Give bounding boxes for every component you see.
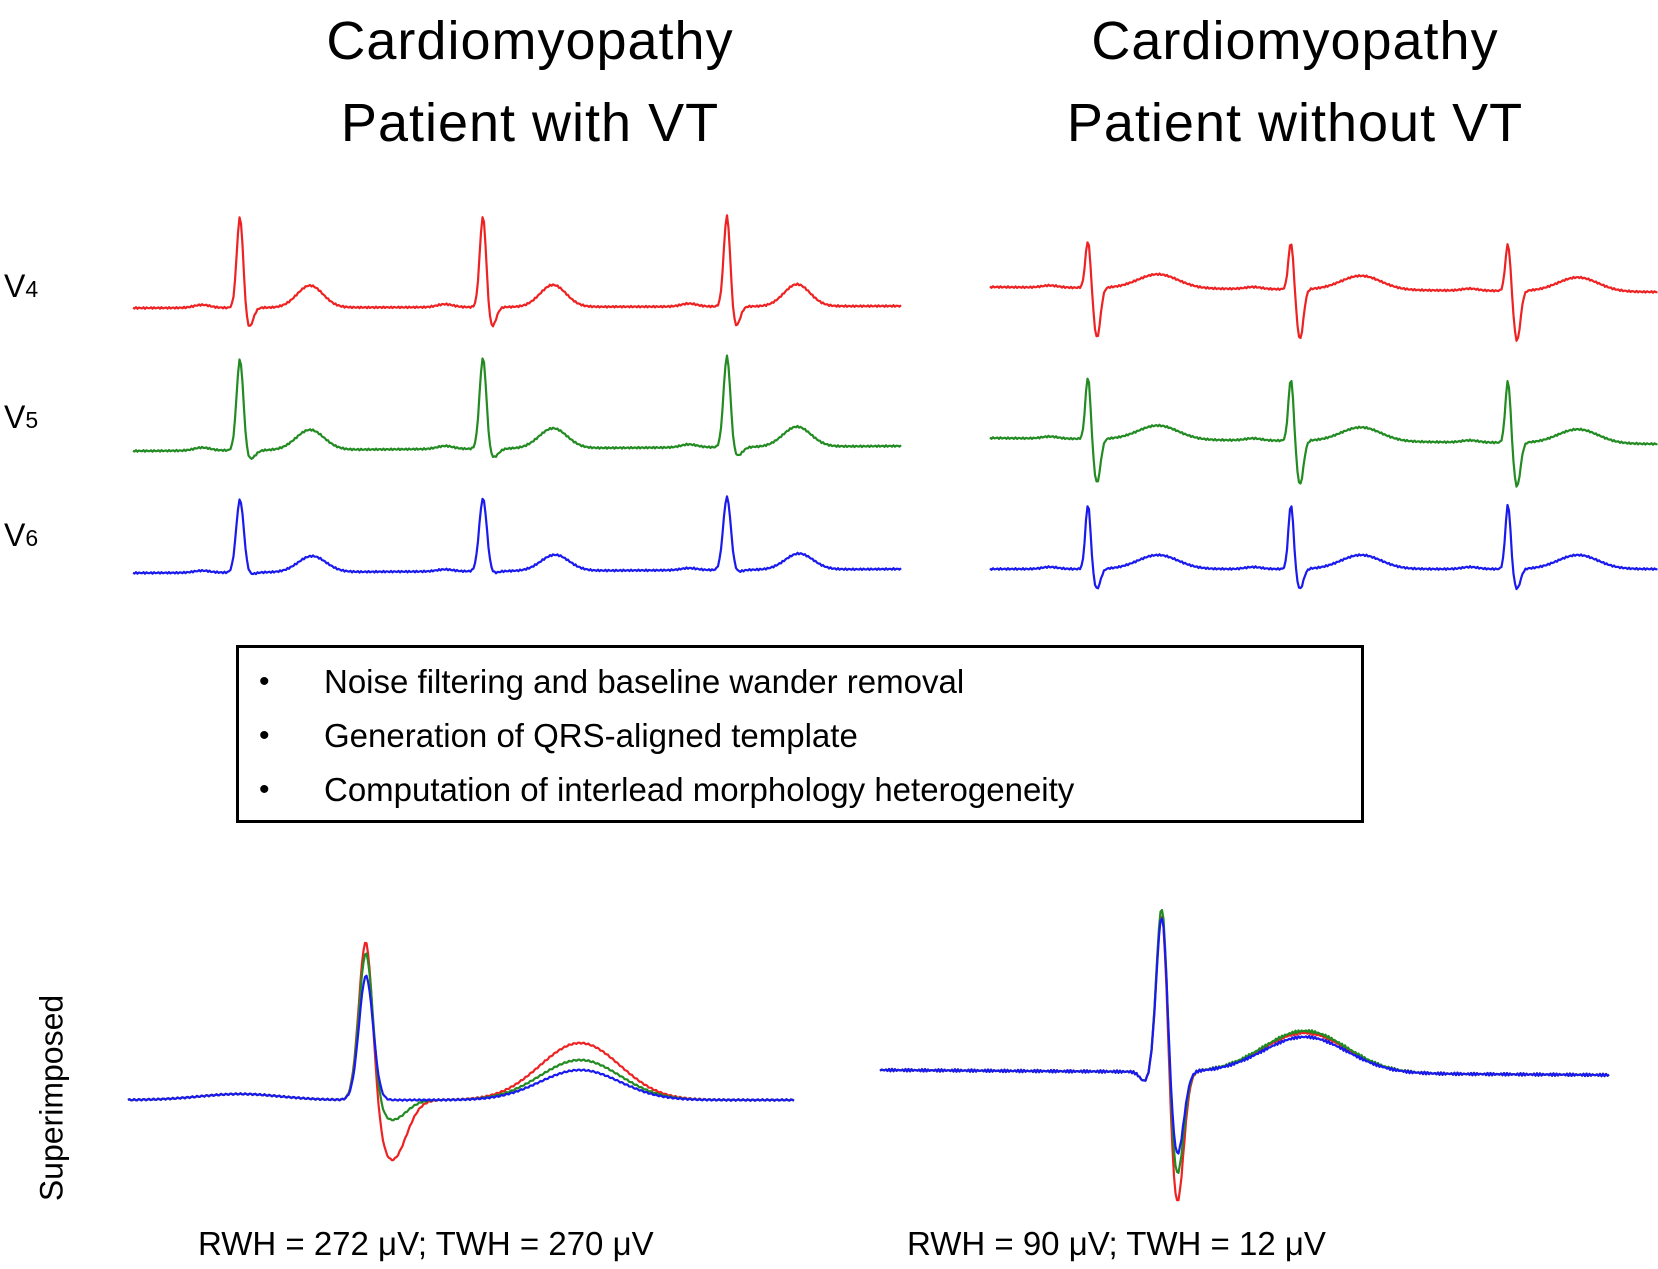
ecg-trace-with-vt-lead-4 bbox=[132, 214, 902, 328]
superimposed-template-without-vt-lead-6 bbox=[879, 917, 1610, 1155]
bullet-marker: • bbox=[259, 719, 270, 752]
lead-label-v4: V4 bbox=[4, 268, 38, 305]
superimposed-axis-label: Superimposed bbox=[33, 994, 70, 1202]
measurement-without-vt: RWH = 90 μV; TWH = 12 μV bbox=[907, 1225, 1326, 1262]
processing-step: • Computation of interlead morphology het… bbox=[239, 768, 1361, 822]
title-without-vt: Cardiomyopathy Patient without VT bbox=[985, 0, 1605, 164]
superimposed-template-with-vt-lead-6 bbox=[127, 974, 795, 1102]
bullet-marker: • bbox=[259, 773, 270, 806]
measurement-with-vt: RWH = 272 μV; TWH = 270 μV bbox=[198, 1225, 654, 1262]
processing-step: • Noise filtering and baseline wander rem… bbox=[239, 660, 1361, 714]
processing-step: • Generation of QRS-aligned template bbox=[239, 714, 1361, 768]
ecg-trace-with-vt-lead-6 bbox=[132, 495, 902, 576]
lead-v6-letter: V bbox=[4, 517, 26, 553]
title-without-vt-line2: Patient without VT bbox=[1066, 93, 1524, 153]
ecg-trace-with-vt-lead-5 bbox=[132, 354, 902, 460]
lead-v5-letter: V bbox=[4, 399, 26, 435]
processing-steps-box: • Noise filtering and baseline wander rem… bbox=[236, 645, 1364, 823]
lead-v5-number: 5 bbox=[25, 407, 39, 433]
ecg-trace-without-vt-lead-5 bbox=[989, 377, 1658, 488]
lead-v6-number: 6 bbox=[25, 525, 39, 551]
superimposed-template-without-vt-lead-5 bbox=[879, 908, 1610, 1174]
ecg-trace-group bbox=[127, 214, 1658, 1202]
lead-v4-letter: V bbox=[4, 268, 26, 304]
bullet-marker: • bbox=[259, 665, 270, 698]
lead-v4-number: 4 bbox=[25, 276, 39, 302]
title-with-vt-line2: Patient with VT bbox=[340, 93, 720, 153]
processing-steps-list: • Noise filtering and baseline wander rem… bbox=[239, 648, 1361, 822]
lead-label-v6: V6 bbox=[4, 517, 38, 554]
processing-step-text: Computation of interlead morphology hete… bbox=[324, 771, 1075, 808]
ecg-trace-without-vt-lead-6 bbox=[989, 503, 1658, 591]
processing-step-text: Noise filtering and baseline wander remo… bbox=[324, 663, 965, 700]
ecg-trace-without-vt-lead-4 bbox=[989, 241, 1658, 342]
processing-step-text: Generation of QRS-aligned template bbox=[324, 717, 858, 754]
superimposed-template-with-vt-lead-4 bbox=[127, 941, 795, 1162]
title-without-vt-line1: Cardiomyopathy bbox=[1091, 11, 1499, 71]
title-with-vt: Cardiomyopathy Patient with VT bbox=[240, 0, 820, 164]
title-with-vt-line1: Cardiomyopathy bbox=[326, 11, 734, 71]
lead-label-v5: V5 bbox=[4, 399, 38, 436]
